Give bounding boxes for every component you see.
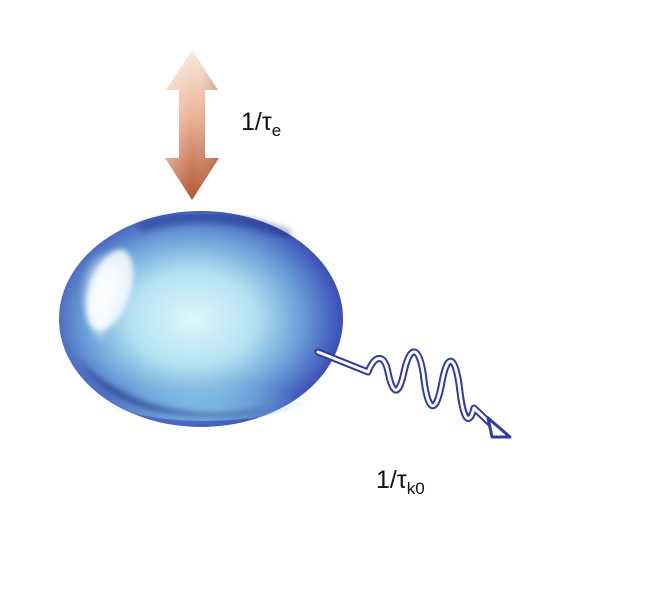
coupling-rate-subscript: e [271,121,282,140]
coupling-rate-label: 1/τe [241,108,282,140]
wavy-photon-arrow-icon [314,348,512,439]
loss-rate-prefix: 1/τ [376,466,407,494]
glossy-blue-ellipsoid-icon [59,211,343,427]
loss-rate-subscript: k0 [406,479,425,498]
double-headed-vertical-arrow-icon [165,50,219,200]
loss-rate-label: 1/τk0 [376,466,425,498]
coupling-rate-prefix: 1/τ [241,108,272,136]
